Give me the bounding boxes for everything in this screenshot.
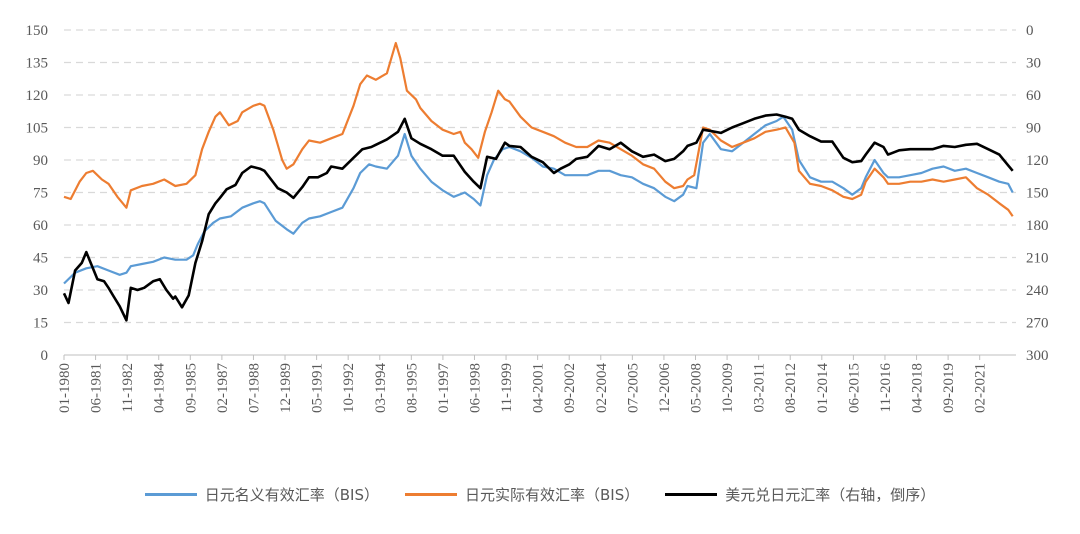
x-tick-label: 05-2008 [689, 363, 705, 413]
legend-item-real: 日元实际有效汇率（BIS） [404, 484, 640, 505]
x-tick-label: 01-2014 [815, 363, 831, 413]
x-tick-label: 11-1999 [499, 363, 515, 412]
x-tick-label: 09-2002 [562, 363, 578, 413]
left-tick-label: 135 [26, 56, 49, 72]
x-tick-label: 09-2019 [941, 363, 957, 413]
right-tick-label: 270 [1026, 316, 1049, 332]
right-tick-label: 120 [1026, 153, 1049, 169]
grid-lines [64, 29, 1016, 324]
legend-label-nominal: 日元名义有效汇率（BIS） [204, 486, 379, 504]
right-axis: 0 30 60 90 120 150 180 210 240 270 300 [1026, 23, 1049, 364]
x-tick-label: 11-2016 [878, 363, 894, 413]
x-tick-label: 12-2006 [657, 363, 673, 413]
left-tick-label: 45 [33, 251, 48, 267]
x-tick-label: 02-1987 [215, 363, 231, 413]
x-tick-label: 08-1995 [404, 363, 420, 413]
x-tick-label: 01-1980 [57, 363, 73, 413]
right-tick-label: 0 [1026, 23, 1034, 39]
x-tick-label: 01-1997 [436, 363, 452, 413]
right-tick-label: 150 [1026, 186, 1049, 202]
legend-item-nominal: 日元名义有效汇率（BIS） [144, 484, 379, 505]
left-tick-label: 0 [41, 348, 49, 364]
x-tick-label: 06-1998 [467, 363, 483, 413]
right-tick-label: 90 [1026, 121, 1041, 137]
x-tick-label: 05-1991 [310, 363, 326, 413]
legend-label-real: 日元实际有效汇率（BIS） [464, 486, 640, 504]
left-tick-label: 90 [33, 153, 48, 169]
left-tick-label: 60 [33, 218, 48, 234]
x-tick-label: 04-1984 [152, 363, 168, 413]
x-tick-label: 04-2018 [910, 363, 926, 413]
legend-label-usdjpy: 美元兑日元汇率（右轴，倒序） [725, 486, 936, 504]
left-axis: 0 15 30 45 60 75 90 105 120 135 150 [26, 23, 49, 364]
left-tick-label: 150 [26, 23, 49, 39]
x-tick-label: 10-1992 [341, 363, 357, 413]
left-tick-label: 75 [33, 186, 48, 202]
x-tick-label: 06-1981 [89, 363, 105, 413]
x-tick-label: 07-1988 [246, 363, 262, 413]
series-line-1 [63, 41, 1014, 217]
x-tick-label: 07-2005 [625, 363, 641, 413]
legend-item-usdjpy: 美元兑日元汇率（右轴，倒序） [665, 484, 935, 505]
x-tick-label: 02-2004 [594, 363, 610, 413]
legend-swatch-real [404, 493, 457, 496]
x-tick-label: 06-2015 [846, 363, 862, 413]
right-tick-label: 210 [1026, 251, 1049, 267]
x-axis: 01-1980 06-1981 11-1982 04-1984 09-1985 02-19… [57, 354, 1016, 413]
series-lines [62, 41, 1014, 322]
left-tick-label: 105 [26, 121, 49, 137]
x-tick-label: 11-1982 [120, 363, 136, 412]
series-line-2 [62, 113, 1014, 322]
x-tick-label: 03-2011 [752, 363, 768, 412]
x-tick-label: 02-2021 [973, 363, 989, 413]
x-tick-label: 04-2001 [531, 363, 547, 413]
right-tick-label: 240 [1026, 283, 1049, 299]
left-tick-label: 120 [26, 88, 49, 104]
x-tick-label: 10-2009 [720, 363, 736, 413]
x-tick-label: 03-1994 [373, 363, 389, 413]
legend-swatch-nominal [144, 493, 197, 496]
legend-swatch-usdjpy [665, 493, 718, 496]
x-tick-label: 12-1989 [278, 363, 294, 413]
right-tick-label: 30 [1026, 56, 1041, 72]
right-tick-label: 300 [1026, 348, 1049, 364]
right-tick-label: 60 [1026, 88, 1041, 104]
x-tick-label: 09-1985 [183, 363, 199, 413]
left-tick-label: 30 [33, 283, 48, 299]
x-tick-label: 08-2012 [783, 363, 799, 413]
legend: 日元名义有效汇率（BIS） 日元实际有效汇率（BIS） 美元兑日元汇率（右轴，倒… [0, 484, 1080, 505]
series-line-0 [63, 115, 1014, 285]
left-tick-label: 15 [33, 316, 48, 332]
right-tick-label: 180 [1026, 218, 1049, 234]
